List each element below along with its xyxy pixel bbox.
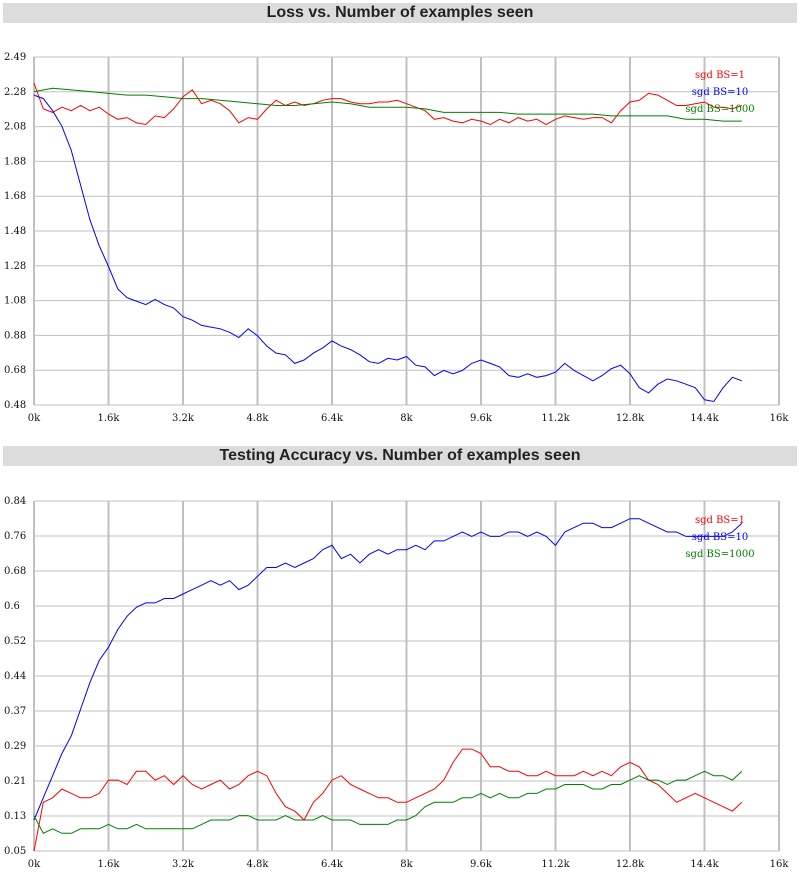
y-tick-label: 1.48 (4, 226, 26, 237)
x-tick-label: 4.8k (247, 859, 270, 870)
y-tick-label: 0.13 (4, 811, 26, 822)
legend-entry: sgd BS=10 (692, 532, 748, 543)
y-tick-label: 0.6 (4, 601, 20, 612)
y-tick-label: 0.29 (4, 741, 26, 752)
y-tick-label: 0.84 (4, 496, 26, 507)
series-line-sgd-bs-1000 (33, 87, 742, 122)
x-tick-label: 16k (770, 413, 790, 424)
accuracy-chart-panel: Testing Accuracy vs. Number of examples … (0, 443, 800, 874)
x-tick-label: 6.4k (321, 413, 344, 424)
series-line-sgd-bs-1 (33, 82, 742, 126)
y-tick-label: 2.49 (4, 52, 26, 63)
chart-title: Testing Accuracy vs. Number of examples … (3, 446, 797, 466)
x-tick-label: 11.2k (541, 413, 570, 424)
y-tick-label: 1.08 (4, 296, 26, 307)
x-tick-label: 12.8k (616, 413, 645, 424)
x-tick-label: 8k (400, 413, 413, 424)
series-line-sgd-bs-10 (33, 94, 742, 403)
y-tick-label: 2.28 (4, 87, 26, 98)
y-tick-label: 0.44 (4, 671, 26, 682)
x-tick-label: 8k (400, 859, 413, 870)
y-tick-label: 1.28 (4, 261, 26, 272)
y-tick-label: 0.68 (4, 566, 26, 577)
y-tick-label: 0.68 (4, 365, 26, 376)
accuracy-chart: 0k 1.6k 3.2k 4.8k 6.4k 8k 9.6k 11.2k 12.8k 14.4k 1… (4, 496, 790, 870)
series-line-sgd-bs-1000 (33, 770, 743, 834)
x-tick-label: 3.2k (172, 859, 195, 870)
x-tick-label: 9.6k (470, 859, 493, 870)
y-tick-label: 0.21 (4, 776, 26, 787)
legend-entry: sgd BS=1000 (685, 104, 754, 115)
legend-entry: sgd BS=10 (692, 87, 748, 98)
loss-chart-panel: Loss vs. Number of examples seen 0k 1.6k 3… (0, 0, 800, 436)
legend-entry: sgd BS=1000 (685, 549, 754, 560)
x-tick-label: 14.4k (690, 413, 719, 424)
y-tick-label: 0.76 (4, 531, 26, 542)
y-tick-label: 0.88 (4, 330, 26, 341)
y-tick-label: 0.37 (4, 706, 26, 717)
y-tick-label: 1.88 (4, 156, 26, 167)
x-tick-label: 14.4k (690, 859, 719, 870)
y-tick-label: 1.68 (4, 191, 26, 202)
y-tick-label: 0.48 (4, 400, 26, 411)
y-tick-label: 0.52 (4, 636, 26, 647)
legend-entry: sgd BS=1 (695, 515, 745, 526)
x-tick-label: 3.2k (172, 413, 195, 424)
loss-chart: 0k 1.6k 3.2k 4.8k 6.4k 8k 9.6k 11.2k 12.8k 14.4k 1… (4, 52, 790, 424)
x-tick-label: 11.2k (541, 859, 570, 870)
x-tick-label: 6.4k (321, 859, 344, 870)
x-tick-label: 1.6k (98, 859, 121, 870)
x-tick-label: 16k (770, 859, 790, 870)
legend-entry: sgd BS=1 (695, 70, 745, 81)
chart-title: Loss vs. Number of examples seen (3, 3, 797, 23)
x-tick-label: 4.8k (247, 413, 270, 424)
series-line-sgd-bs-10 (33, 518, 743, 821)
x-tick-label: 0k (28, 413, 41, 424)
y-tick-label: 0.05 (4, 846, 26, 857)
series-line-sgd-bs-1 (33, 748, 743, 852)
y-tick-label: 2.08 (4, 122, 26, 133)
x-tick-label: 0k (28, 859, 41, 870)
x-tick-label: 12.8k (616, 859, 645, 870)
x-tick-label: 9.6k (470, 413, 493, 424)
x-tick-label: 1.6k (98, 413, 121, 424)
